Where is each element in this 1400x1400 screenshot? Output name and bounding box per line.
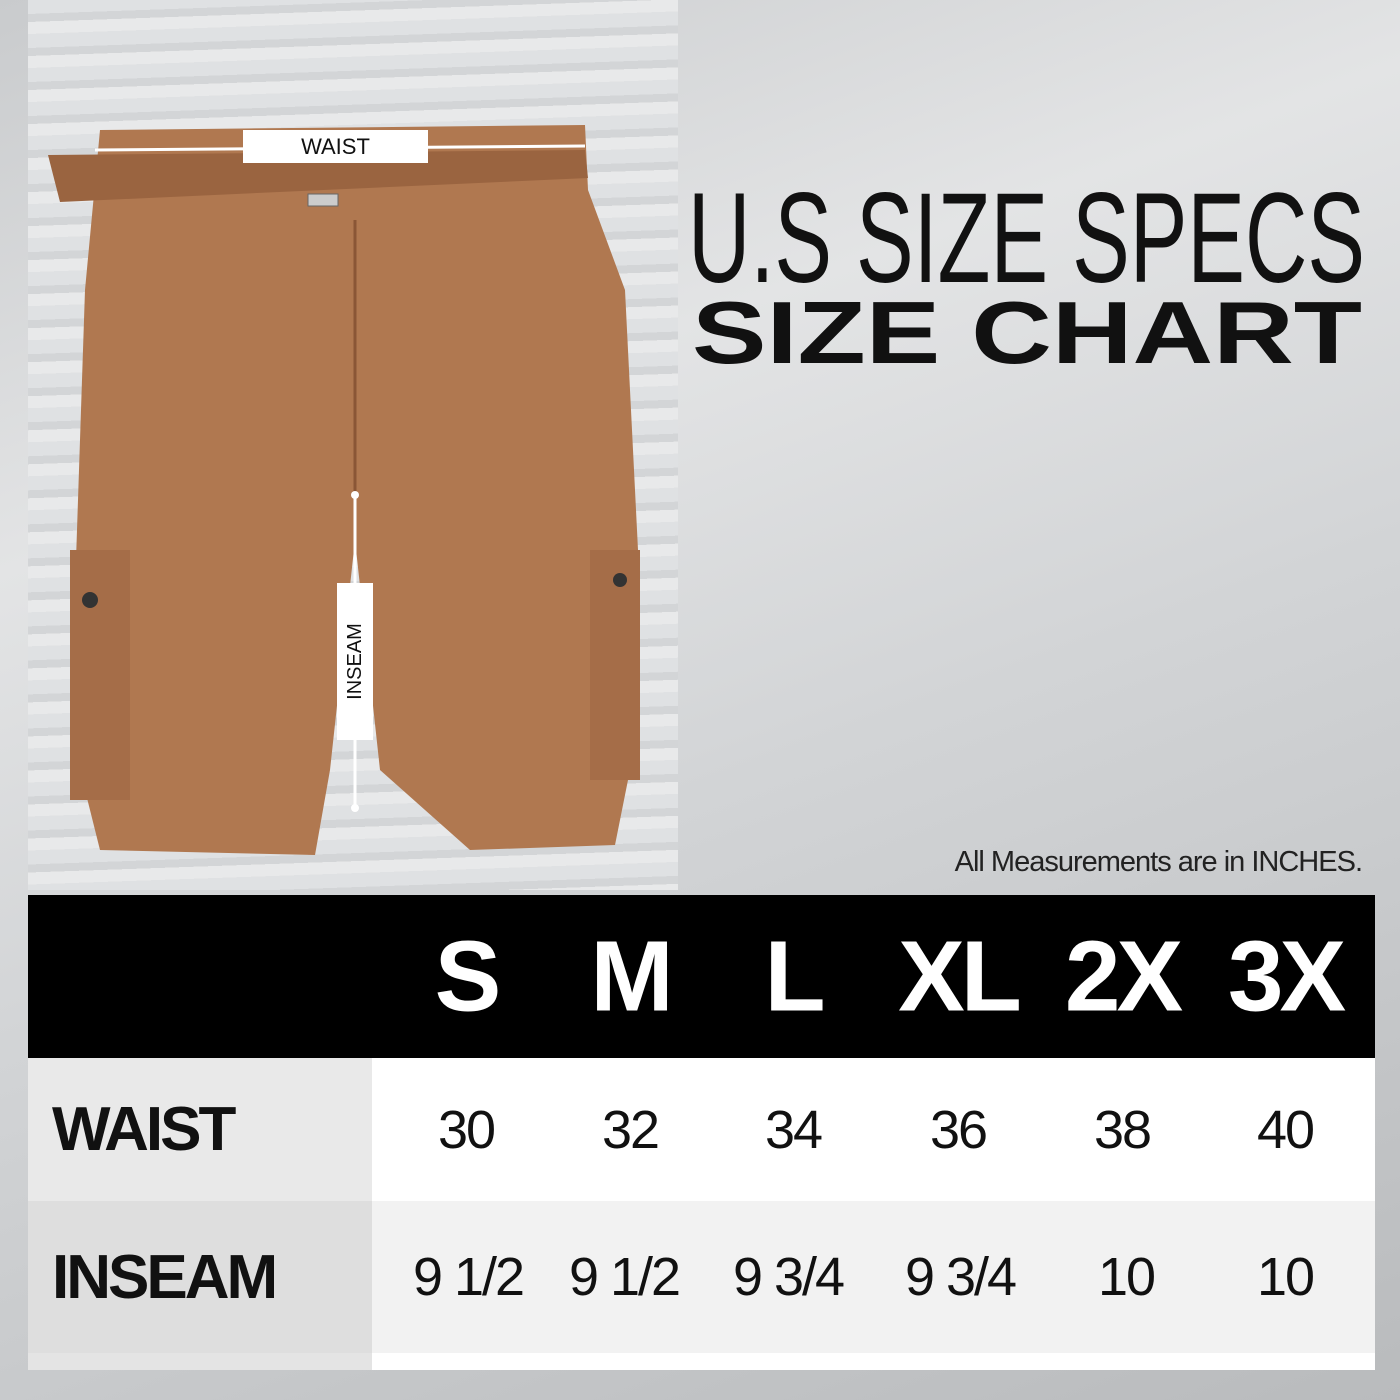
waist-measure-text: WAIST (301, 133, 370, 159)
size-s: S (434, 920, 502, 1032)
table-row-inseam: INSEAM 9 1/2 9 1/2 9 3/4 9 3/4 10 10 (28, 1201, 1375, 1353)
waist-3x: 40 (1256, 1099, 1315, 1160)
waist-xl: 36 (929, 1099, 988, 1160)
cargo-shorts-image (48, 125, 640, 855)
size-2x: 2X (1064, 920, 1183, 1032)
inseam-2x: 10 (1097, 1247, 1156, 1307)
size-m: M (590, 920, 673, 1032)
table-footer-band (372, 1353, 1375, 1370)
size-3x: 3X (1227, 920, 1346, 1032)
title-block: U.S SIZE SPECS SIZE CHART (688, 180, 1365, 380)
title-us-size-specs: U.S SIZE SPECS (688, 180, 1365, 310)
size-header-row: S M L XL 2X 3X (28, 895, 1375, 1058)
inseam-m: 9 1/2 (568, 1247, 681, 1307)
inseam-measure-text: INSEAM (343, 623, 366, 700)
waist-measure-label: WAIST (243, 130, 428, 163)
size-l: L (764, 920, 825, 1032)
waist-s: 30 (437, 1099, 496, 1160)
table-footer-label-band (28, 1353, 372, 1370)
size-table: S M L XL 2X 3X WAIST 30 32 34 36 38 40 I… (28, 895, 1375, 1370)
inseam-3x: 10 (1256, 1247, 1315, 1307)
waist-l: 34 (764, 1099, 823, 1160)
inseam-xl: 9 3/4 (904, 1247, 1017, 1307)
inseam-measure-label: INSEAM (337, 583, 373, 740)
inseam-l: 9 3/4 (732, 1247, 845, 1307)
row-label-waist: WAIST (52, 1095, 236, 1164)
table-row-waist: WAIST 30 32 34 36 38 40 (28, 1058, 1375, 1201)
size-xl: XL (898, 920, 1022, 1032)
inseam-s: 9 1/2 (412, 1247, 525, 1307)
waist-2x: 38 (1093, 1099, 1152, 1160)
title-size-chart: SIZE CHART (692, 283, 1362, 380)
waist-m: 32 (601, 1099, 660, 1160)
measurement-unit-note: All Measurements are in INCHES. (954, 846, 1363, 878)
row-label-inseam: INSEAM (52, 1242, 278, 1312)
